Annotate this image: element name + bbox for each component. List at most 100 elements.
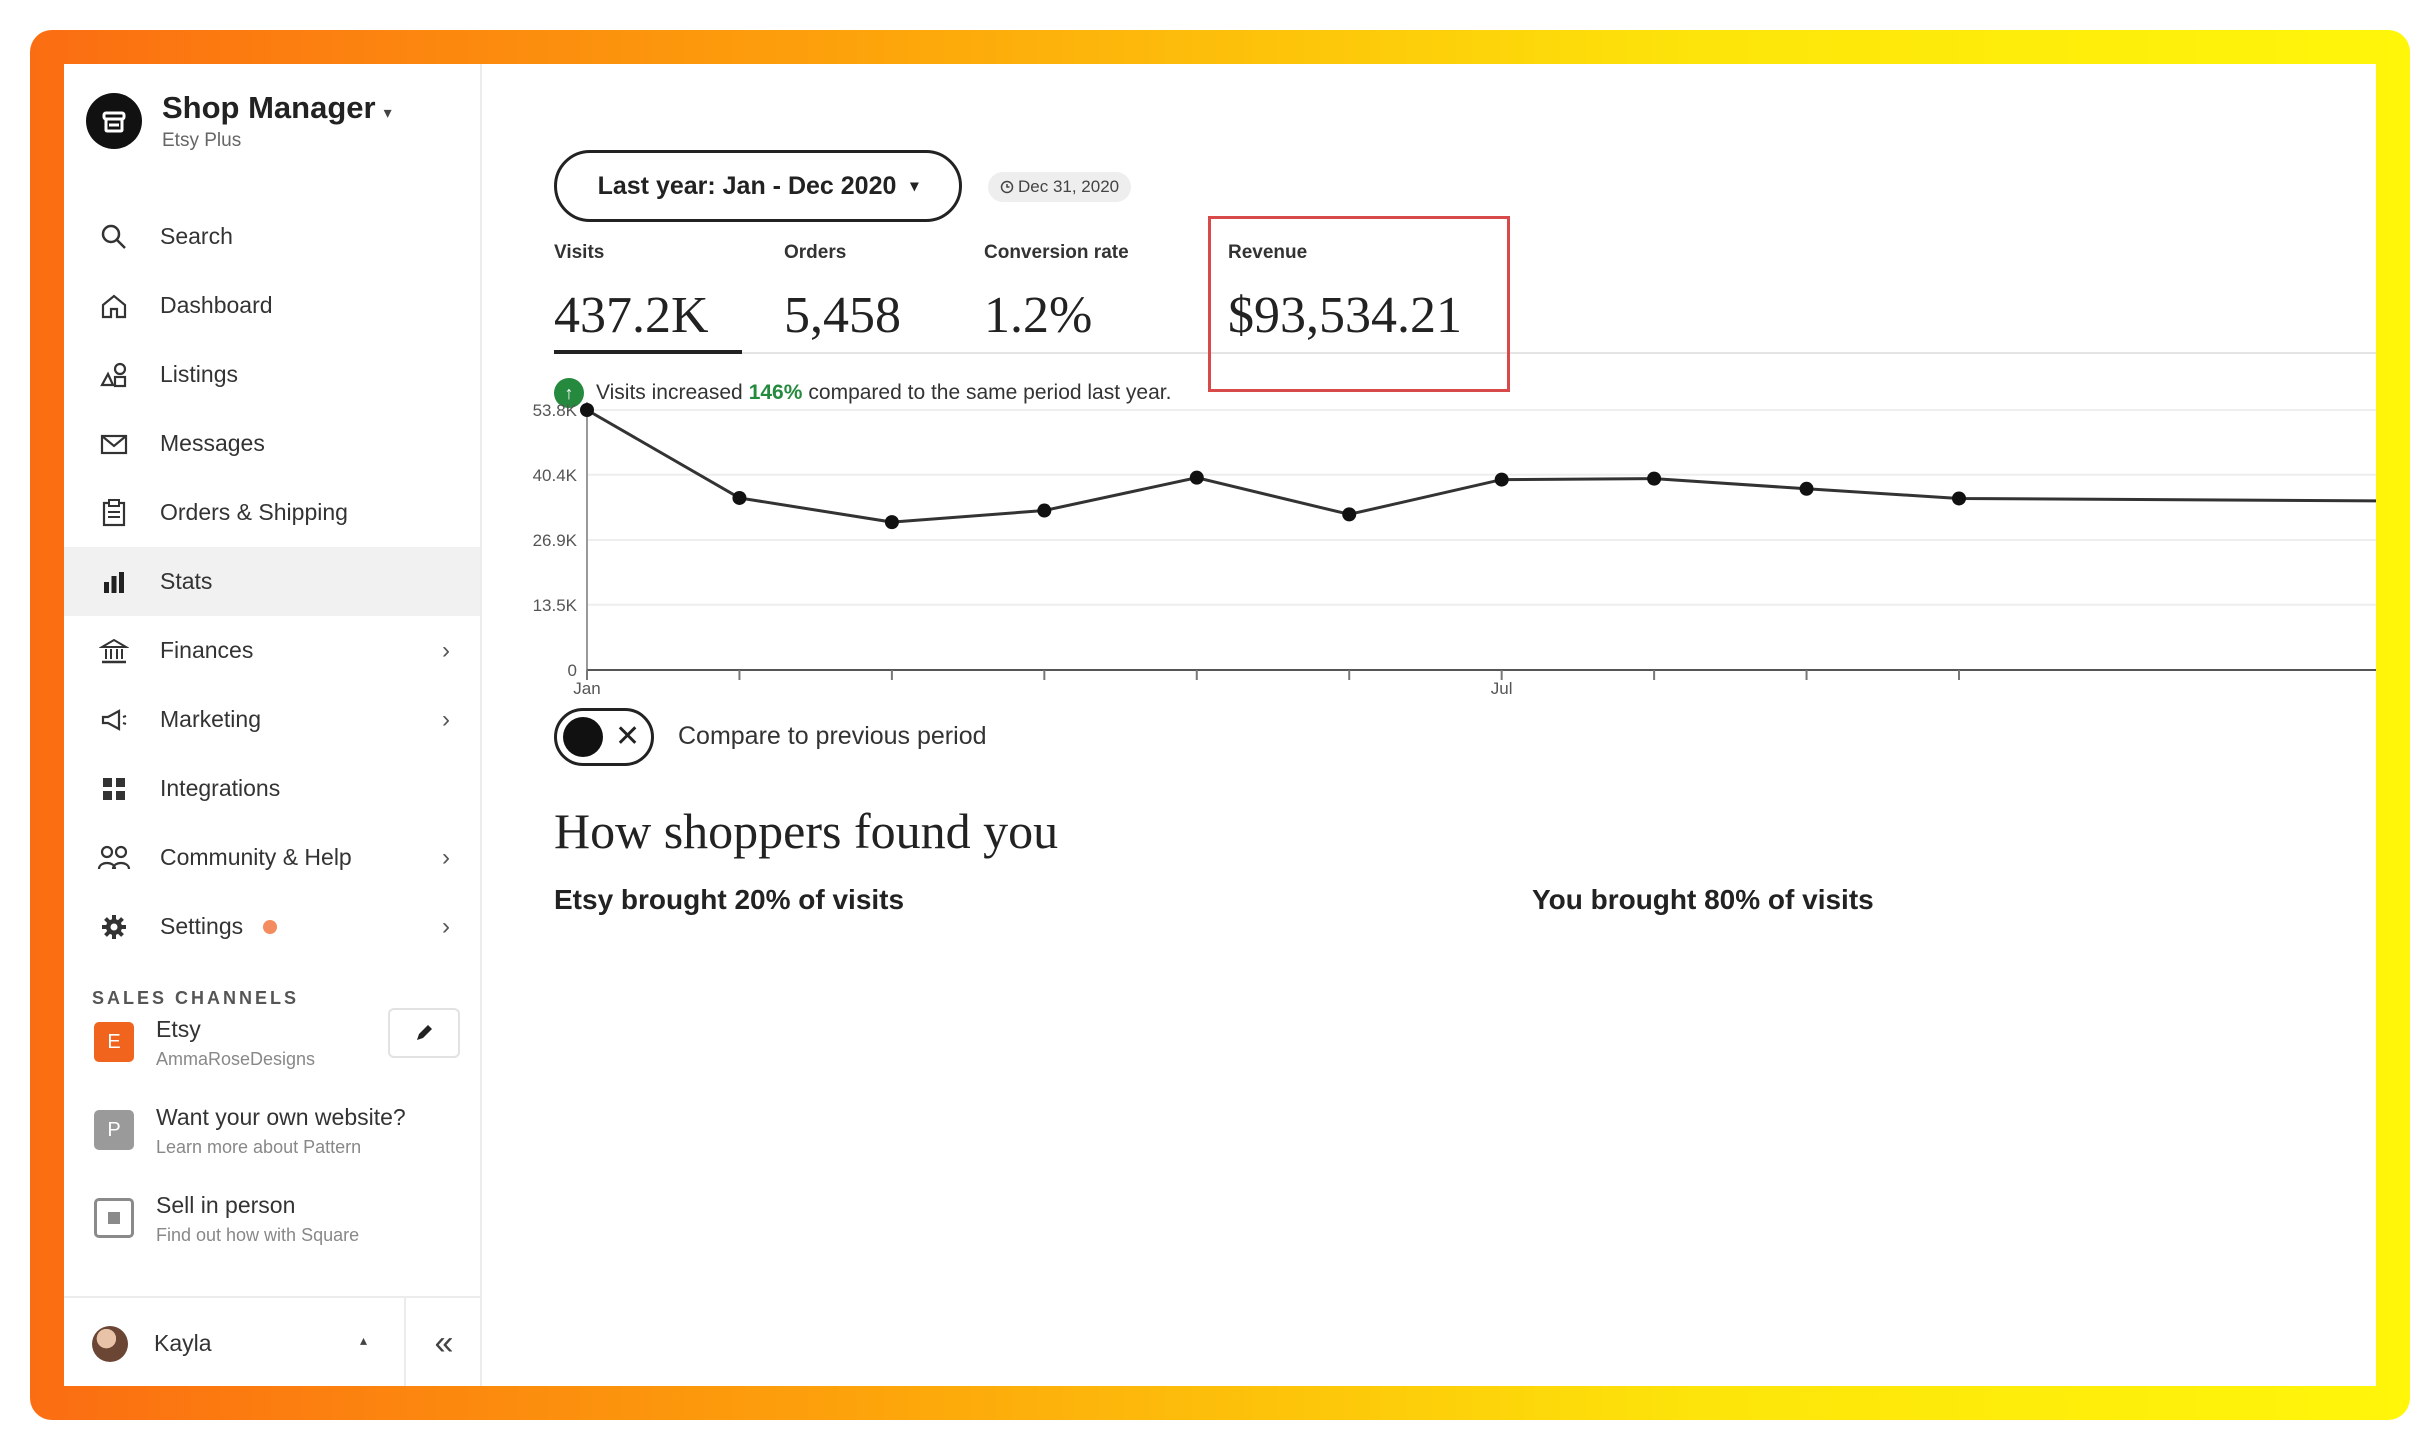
- arrow-up-icon: ↑: [554, 378, 584, 408]
- shapes-icon: [94, 355, 134, 395]
- tabs-divider: [554, 352, 2376, 354]
- sidebar-item-dashboard[interactable]: Dashboard: [64, 271, 480, 340]
- x-tick-label: Jan: [573, 679, 600, 698]
- sidebar-item-label: Stats: [160, 568, 213, 594]
- data-point: [1189, 470, 1204, 485]
- data-point: [1037, 503, 1052, 518]
- tab-visits[interactable]: Visits 437.2K: [554, 242, 709, 345]
- caret-up-icon[interactable]: ▴: [360, 1332, 368, 1348]
- notification-dot: [263, 919, 278, 934]
- tab-conversion-rate[interactable]: Conversion rate 1.2%: [984, 242, 1129, 345]
- stat-label: Visits: [554, 242, 605, 263]
- people-icon: [94, 838, 134, 878]
- shop-icon: [86, 93, 142, 149]
- sidebar-item-stats[interactable]: Stats: [64, 547, 480, 616]
- y-tick-label: 13.5K: [533, 596, 578, 615]
- compare-toggle[interactable]: ✕: [554, 708, 654, 766]
- channel-title: Sell in person: [156, 1192, 296, 1218]
- sidebar-footer: Kayla ▴ «: [64, 1296, 480, 1386]
- sidebar-item-label: Listings: [160, 361, 238, 387]
- etsy-visits-heading: Etsy brought 20% of visits: [554, 884, 905, 915]
- data-point: [580, 403, 594, 417]
- sidebar-item-label: Integrations: [160, 775, 281, 801]
- sidebar-item-finances[interactable]: Finances ›: [64, 616, 480, 685]
- megaphone-icon: [94, 700, 134, 740]
- chevron-right-icon: ›: [442, 636, 450, 664]
- sidebar-item-label: Messages: [160, 430, 265, 456]
- channel-title: Want your own website?: [156, 1104, 406, 1130]
- channel-pattern[interactable]: P Want your own website? Learn more abou…: [94, 1104, 406, 1158]
- channel-etsy[interactable]: E Etsy AmmaRoseDesigns: [94, 1016, 315, 1070]
- sidebar-item-marketing[interactable]: Marketing ›: [64, 685, 480, 754]
- grid-icon: [94, 769, 134, 809]
- sidebar-item-listings[interactable]: Listings: [64, 340, 480, 409]
- pencil-icon: [417, 1025, 432, 1040]
- data-point: [1647, 471, 1662, 486]
- data-point: [884, 515, 899, 530]
- channel-title: Etsy: [156, 1016, 201, 1042]
- date-chip-label: Dec 31, 2020: [1018, 177, 1120, 196]
- data-point: [732, 490, 747, 505]
- sidebar-item-search[interactable]: Search: [64, 202, 480, 271]
- avatar[interactable]: [92, 1326, 128, 1362]
- stat-label: Conversion rate: [984, 242, 1129, 263]
- sidebar-item-label: Dashboard: [160, 292, 273, 318]
- sidebar-item-label: Settings: [160, 913, 244, 939]
- period-dropdown[interactable]: Last year: Jan - Dec 2020 ▾: [554, 150, 962, 222]
- channel-square[interactable]: Sell in person Find out how with Square: [94, 1192, 359, 1246]
- stat-value: 1.2%: [984, 287, 1093, 344]
- search-icon: [94, 217, 134, 257]
- brand-title: Shop Manager: [162, 90, 376, 125]
- data-point: [1952, 491, 1966, 506]
- sidebar-item-orders-shipping[interactable]: Orders & Shipping: [64, 478, 480, 547]
- data-point: [1342, 507, 1357, 522]
- sidebar-nav: Search Dashboard Listings Messages Orders & …: [64, 202, 480, 961]
- tab-revenue[interactable]: Revenue $93,534.21: [1228, 242, 1462, 345]
- insight-text-tail: compared to the same period last year.: [808, 381, 1172, 404]
- bank-icon: [94, 631, 134, 671]
- sidebar-item-label: Community & Help: [160, 844, 352, 870]
- series-line: [586, 408, 2376, 524]
- main-content: Last year: Jan - Dec 2020 ▾ Dec 31, 2020…: [480, 64, 2376, 1386]
- square-icon: [94, 1198, 134, 1238]
- bar-chart-icon: [94, 562, 134, 602]
- chevron-right-icon: ›: [442, 843, 450, 871]
- sidebar-item-integrations[interactable]: Integrations: [64, 754, 480, 823]
- y-tick-label: 53.8K: [533, 401, 578, 420]
- app-window: Shop Manager ▾ Etsy Plus Search Dashboard L…: [64, 64, 2376, 1386]
- section-heading: How shoppers found you: [554, 803, 1059, 859]
- date-chip: Dec 31, 2020: [988, 172, 1132, 202]
- caret-down-icon: ▾: [383, 105, 392, 122]
- clock-icon: [1000, 180, 1014, 194]
- collapse-sidebar-button[interactable]: «: [404, 1298, 482, 1386]
- channel-subtitle: AmmaRoseDesigns: [156, 1049, 316, 1069]
- stat-label: Revenue: [1228, 242, 1308, 263]
- toggle-knob: [563, 717, 603, 757]
- user-name[interactable]: Kayla: [154, 1330, 212, 1356]
- chevron-right-icon: ›: [442, 705, 450, 733]
- sidebar-item-label: Marketing: [160, 706, 261, 732]
- etsy-icon: E: [94, 1022, 134, 1062]
- sidebar-item-label: Search: [160, 223, 233, 249]
- stat-value: 437.2K: [554, 287, 709, 344]
- sidebar-item-messages[interactable]: Messages: [64, 409, 480, 478]
- active-tab-indicator: [554, 350, 742, 354]
- brand-subtitle: Etsy Plus: [162, 130, 242, 151]
- sidebar-item-settings[interactable]: Settings ›: [64, 892, 480, 961]
- insight-percent: 146%: [748, 381, 803, 404]
- revenue-highlight-box: [1208, 216, 1510, 392]
- sidebar-item-community-help[interactable]: Community & Help ›: [64, 823, 480, 892]
- y-tick-label: 26.9K: [533, 531, 578, 550]
- data-point: [1494, 472, 1509, 487]
- stat-value: 5,458: [784, 287, 901, 344]
- tab-orders[interactable]: Orders 5,458: [784, 242, 901, 345]
- period-label: Last year: Jan - Dec 2020: [597, 171, 897, 200]
- sales-channels-heading: SALES CHANNELS: [92, 988, 300, 1008]
- you-visits-heading: You brought 80% of visits: [1532, 884, 1874, 915]
- edit-channel-button[interactable]: [388, 1008, 460, 1058]
- shop-manager-switcher[interactable]: Shop Manager ▾ Etsy Plus: [86, 90, 392, 152]
- channel-subtitle: Find out how with Square: [156, 1225, 360, 1245]
- sidebar: Shop Manager ▾ Etsy Plus Search Dashboard L…: [64, 64, 482, 1386]
- pattern-icon: P: [94, 1110, 134, 1150]
- mail-icon: [94, 424, 134, 464]
